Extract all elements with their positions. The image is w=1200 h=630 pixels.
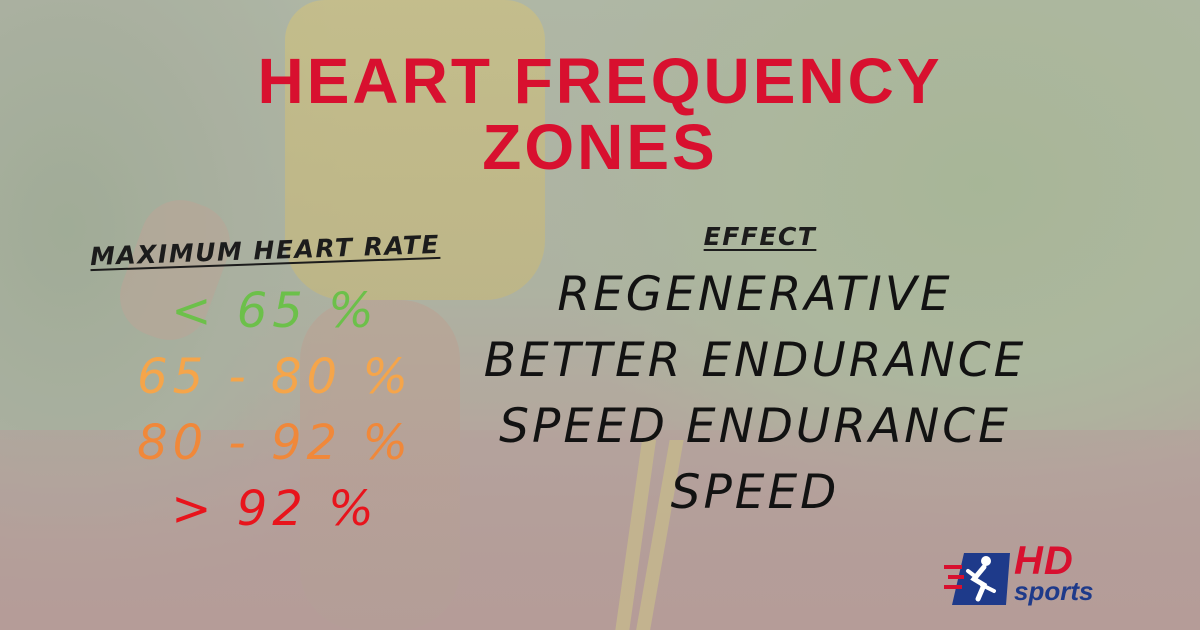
zone-rate: < 65 %: [171, 283, 379, 339]
runner-shirt: [285, 0, 545, 300]
hd-sports-logo: HD sports: [944, 541, 1144, 607]
page-title: HEART FREQUENCY ZONES: [0, 48, 1200, 180]
effect-list: REGENERATIVE BETTER ENDURANCE SPEED ENDU…: [455, 262, 1055, 526]
zone-rate: 65 - 80 %: [137, 349, 413, 405]
zone-effect: BETTER ENDURANCE: [483, 333, 1027, 388]
zone-rate: 80 - 92 %: [137, 415, 413, 471]
logo-sports-text: sports: [1014, 576, 1094, 606]
title-line-2: ZONES: [482, 111, 718, 183]
zone-effect: SPEED ENDURANCE: [499, 399, 1011, 454]
rate-list: < 65 % 65 - 80 % 80 - 92 % > 92 %: [100, 278, 450, 542]
effect-column-header: EFFECT: [703, 222, 817, 251]
runner-leg: [300, 300, 460, 630]
runner-logo-icon: [944, 553, 1010, 605]
logo-hd-text: HD: [1014, 539, 1074, 583]
zone-effect: REGENERATIVE: [557, 267, 953, 322]
zone-rate: > 92 %: [171, 481, 379, 537]
title-line-1: HEART FREQUENCY: [257, 45, 943, 117]
zone-effect: SPEED: [670, 465, 840, 520]
